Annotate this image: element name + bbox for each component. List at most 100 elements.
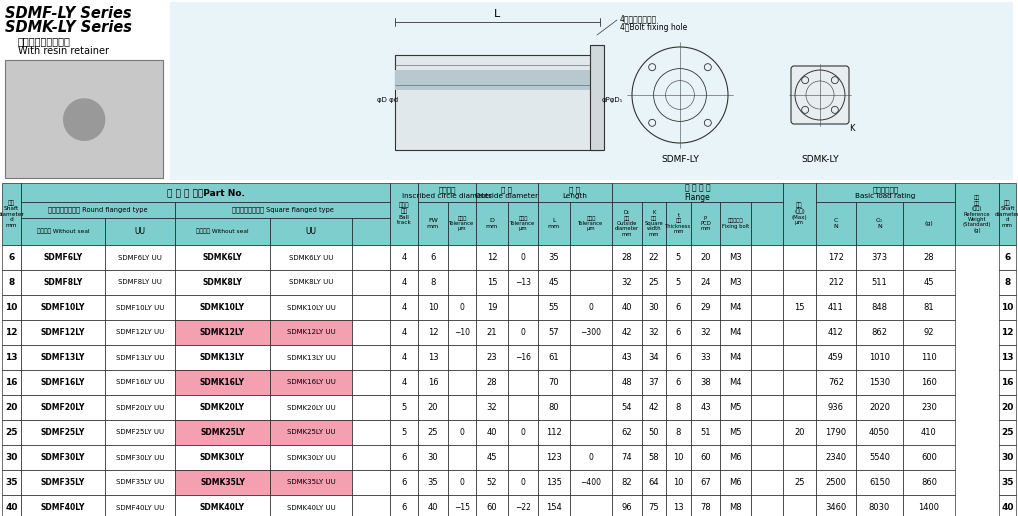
Bar xyxy=(508,470,538,495)
Bar xyxy=(448,395,476,420)
Bar xyxy=(903,395,955,420)
Text: 51: 51 xyxy=(700,428,711,437)
Bar xyxy=(352,270,390,295)
Bar xyxy=(642,470,666,495)
Bar xyxy=(751,270,783,295)
Text: 8: 8 xyxy=(676,428,681,437)
Text: SDMK40LY: SDMK40LY xyxy=(200,503,245,512)
Text: SDMK12LY UU: SDMK12LY UU xyxy=(287,330,335,335)
Bar xyxy=(352,445,390,470)
Bar xyxy=(642,420,666,445)
Bar xyxy=(352,295,390,320)
Bar xyxy=(691,395,720,420)
Text: 511: 511 xyxy=(871,278,888,287)
Bar xyxy=(856,470,903,495)
Text: SDMF13LY UU: SDMF13LY UU xyxy=(116,354,164,361)
Text: 60: 60 xyxy=(700,453,711,462)
Bar xyxy=(418,345,448,370)
Text: 40: 40 xyxy=(487,428,497,437)
Bar xyxy=(418,270,448,295)
Text: SDMF35LY: SDMF35LY xyxy=(41,478,86,487)
Text: 10: 10 xyxy=(1002,303,1014,312)
Bar xyxy=(751,295,783,320)
Text: −15: −15 xyxy=(454,503,470,512)
Bar xyxy=(538,395,570,420)
Bar xyxy=(352,370,390,395)
Bar xyxy=(448,320,476,345)
Bar xyxy=(448,445,476,470)
Bar xyxy=(903,470,955,495)
Bar xyxy=(642,495,666,516)
Text: 13: 13 xyxy=(673,503,684,512)
Text: ボール
条列
Ball
track: ボール 条列 Ball track xyxy=(397,203,411,225)
Bar xyxy=(691,470,720,495)
Text: 32: 32 xyxy=(648,328,660,337)
Text: 20: 20 xyxy=(428,403,439,412)
Text: 内接円径
Inscribed circle diameter: 内接円径 Inscribed circle diameter xyxy=(402,186,492,199)
Bar xyxy=(175,470,270,495)
Text: 6: 6 xyxy=(676,353,681,362)
Text: 4050: 4050 xyxy=(869,428,890,437)
Text: 860: 860 xyxy=(921,478,937,487)
Text: SDMF40LY: SDMF40LY xyxy=(41,503,86,512)
Bar xyxy=(666,202,691,245)
Bar xyxy=(612,320,642,345)
Bar xyxy=(352,470,390,495)
Bar xyxy=(270,270,352,295)
Bar xyxy=(816,495,856,516)
Text: 4: 4 xyxy=(401,303,406,312)
Text: SDMF8LY: SDMF8LY xyxy=(44,278,82,287)
Bar xyxy=(642,320,666,345)
Bar xyxy=(856,270,903,295)
Text: −13: −13 xyxy=(515,278,531,287)
Bar xyxy=(270,420,352,445)
Bar xyxy=(21,470,105,495)
Bar xyxy=(538,270,570,295)
Text: SDMF-LY Series: SDMF-LY Series xyxy=(5,6,131,21)
Bar xyxy=(666,420,691,445)
Text: 角フランジタイプ Square flanged type: 角フランジタイプ Square flanged type xyxy=(231,207,334,213)
Bar xyxy=(720,370,751,395)
Text: 軸径
Shaft
diameter
d
mm: 軸径 Shaft diameter d mm xyxy=(0,200,24,228)
Bar xyxy=(418,320,448,345)
Text: SDMK-LY Series: SDMK-LY Series xyxy=(5,20,132,35)
Text: 32: 32 xyxy=(700,328,711,337)
Bar xyxy=(856,420,903,445)
Bar xyxy=(352,345,390,370)
Text: 172: 172 xyxy=(828,253,844,262)
Bar xyxy=(691,345,720,370)
Text: t
厚さ
Thickness
mm: t 厚さ Thickness mm xyxy=(666,213,691,234)
Text: SDMF30LY: SDMF30LY xyxy=(41,453,86,462)
Bar xyxy=(642,370,666,395)
Text: M3: M3 xyxy=(729,253,742,262)
Text: K: K xyxy=(849,124,854,133)
Bar xyxy=(21,218,105,245)
Text: M5: M5 xyxy=(729,428,742,437)
Bar xyxy=(642,202,666,245)
Bar xyxy=(175,420,270,445)
Bar xyxy=(448,202,476,245)
Bar xyxy=(538,320,570,345)
Bar xyxy=(612,345,642,370)
Bar xyxy=(783,470,816,495)
Bar xyxy=(816,420,856,445)
Bar xyxy=(476,445,508,470)
Bar xyxy=(538,470,570,495)
Text: フ ラ ン ジ
Flange: フ ラ ン ジ Flange xyxy=(685,183,711,202)
Bar xyxy=(21,183,390,202)
Bar xyxy=(856,395,903,420)
Bar xyxy=(476,395,508,420)
Bar xyxy=(903,345,955,370)
Text: SDMF40LY UU: SDMF40LY UU xyxy=(116,505,164,510)
Text: 40: 40 xyxy=(622,303,632,312)
Text: ●: ● xyxy=(60,92,108,146)
Text: 4－取付ボルト穴: 4－取付ボルト穴 xyxy=(620,14,658,23)
Bar xyxy=(2,420,21,445)
Text: FW
mm: FW mm xyxy=(427,218,439,229)
Bar xyxy=(105,420,175,445)
Text: 6: 6 xyxy=(401,503,406,512)
Bar xyxy=(999,270,1016,295)
Text: 呼 び 番 号　Part No.: 呼 び 番 号 Part No. xyxy=(167,188,244,197)
Text: 1400: 1400 xyxy=(918,503,940,512)
Bar xyxy=(816,470,856,495)
